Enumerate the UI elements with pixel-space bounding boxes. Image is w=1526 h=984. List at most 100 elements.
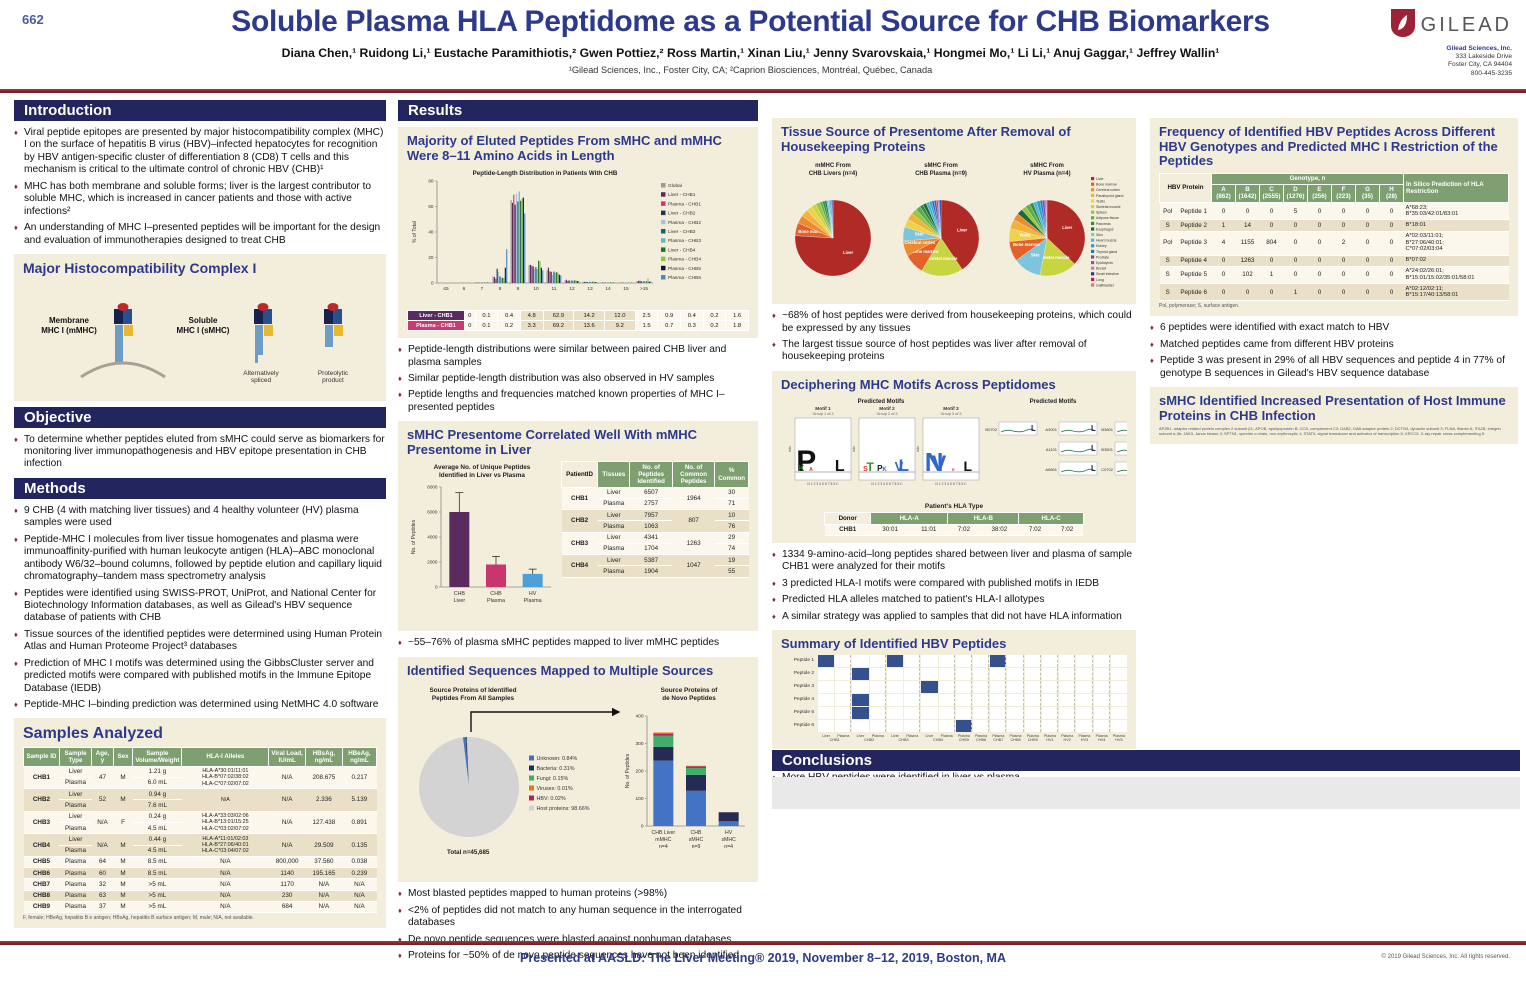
legend-swatch: [529, 795, 534, 801]
hbv-peptide-cell: [1093, 668, 1110, 681]
legend-label: Fungi: 0.15%: [537, 776, 569, 782]
gilead-shield-icon: [1390, 8, 1416, 43]
slice-label: Bone marrow: [1013, 242, 1041, 247]
slice-label: Testis: [1019, 232, 1031, 237]
svg-text:% of Total: % of Total: [412, 221, 418, 243]
peptide-dot: [327, 302, 339, 311]
bar: [571, 280, 573, 284]
bar: [641, 281, 644, 284]
hbv-peptide-cell: [990, 694, 1007, 707]
bar: [610, 282, 612, 284]
legend-label: Plasma - CHB1: [668, 201, 701, 207]
table-row: S Peptide 5 0 102 1 0 0 0 0 0 A*24:02/26:01; B*15:…: [1159, 266, 1509, 285]
hbv-peptide-cell: [1110, 655, 1127, 668]
bullet-item: Peptide 3 was present in 29% of all HBV …: [1150, 355, 1518, 380]
legend-label: Plasma - CHB2: [668, 220, 701, 226]
pie-slice: [419, 737, 519, 838]
hbv-peptide-cell: [972, 720, 990, 733]
motif-letter: P: [877, 464, 883, 473]
hbv-peptide-cell: [990, 668, 1007, 681]
bullet-item: Viral peptide epitopes are presented by …: [14, 127, 386, 177]
legend-swatch: [1091, 205, 1095, 209]
legend-swatch: [1091, 261, 1095, 265]
bar: [587, 282, 590, 284]
bar: [565, 279, 568, 284]
svg-text:L: L: [1091, 464, 1096, 473]
hbv-peptide-cell: [972, 668, 990, 681]
hbv-peptide-hit: [852, 707, 869, 720]
svg-text:Identified in Liver vs Plasma: Identified in Liver vs Plasma: [439, 472, 525, 479]
legend-label: Viruses: 0.01%: [537, 786, 573, 792]
hbv-peptide-cell: [835, 694, 852, 707]
bar: [604, 282, 606, 284]
hbv-peptide-cell: [904, 655, 921, 668]
motif-letter: E: [952, 467, 955, 472]
presentome-table: PatientID Tissues No. of Peptides Identifi…: [560, 461, 749, 578]
grid-tissue-label: Liver: [856, 734, 865, 739]
legend-swatch: [1091, 227, 1095, 231]
conclusions-heading: Conclusions: [772, 750, 1520, 771]
bar: [582, 282, 584, 284]
bullet-item: 9 CHB (4 with matching liver tissues) an…: [14, 505, 386, 530]
mini-logo-label: C0702: [1101, 467, 1114, 472]
svg-text:spliced: spliced: [251, 377, 272, 384]
svg-text:MHC I (sMHC): MHC I (sMHC): [177, 326, 230, 335]
hbv-peptide-cell: [972, 694, 990, 707]
pie-slice: [466, 737, 469, 788]
column-header: Sex: [112, 747, 134, 767]
legend-label: Esophagus: [1096, 227, 1114, 231]
frequency-footnote: Pol, polymerase; S, surface antigen.: [1159, 303, 1240, 310]
hbv-peptide-cell: [1007, 707, 1024, 720]
hbv-peptide-cell: [1110, 720, 1127, 733]
svg-text:bits: bits: [788, 446, 792, 452]
table-row: CHB2 Liver 52 M 0.94 g N/A N/A 2.336 5.139: [23, 788, 377, 812]
hbv-peptide-cell: [921, 668, 938, 681]
grid-sample-label: CHB4: [932, 738, 944, 743]
column-results-left: Results Majority of Eluted Peptides From…: [398, 100, 758, 970]
mini-logo-label: B0702: [985, 427, 997, 432]
legend-label: Plasma - CHB4: [668, 257, 701, 263]
hbv-peptide-hit: [921, 681, 938, 694]
svg-text:Predicted Motifs: Predicted Motifs: [1030, 399, 1077, 405]
bar: [533, 269, 536, 284]
legend-label: Testis: [1096, 199, 1105, 203]
bar: [520, 200, 522, 284]
table-row: Plasma 6.0 mL: [24, 777, 377, 790]
bar: [522, 574, 543, 588]
svg-text:Source Proteins of Identified: Source Proteins of Identified: [430, 687, 517, 694]
hbv-peptide-cell: [869, 655, 886, 668]
table-row: Pol Peptide 3 4 1155 804 0 0 2 0 0 A*02:03/11:01; …: [1159, 231, 1509, 256]
objective-bullets: To determine whether peptides eluted fro…: [14, 434, 386, 471]
hbv-peptide-cell: [904, 668, 921, 681]
peptide-dot: [257, 302, 269, 311]
bar: [502, 277, 504, 284]
bar: [536, 269, 538, 284]
legend-label: Gallbladder: [1096, 283, 1115, 287]
samples-footnote: F, female; HBeAg, hepatitis B e antigen;…: [23, 915, 254, 922]
svg-text:10: 10: [533, 286, 539, 292]
bullet-item: <2% of peptides did not match to any hum…: [398, 905, 758, 930]
gilead-address: Gilead Sciences, Inc. 333 Lakeside Drive…: [1446, 45, 1512, 77]
hbv-peptide-hit: [818, 655, 835, 668]
mhc-alpha1-domain: [324, 308, 333, 324]
table-row: CHB3 Liver 4341 1263 29: [561, 532, 749, 556]
pie-slice: [465, 737, 469, 788]
grid-tissue-label: Plasma: [957, 734, 970, 739]
bar: [607, 282, 609, 284]
grid-tissue-label: Liver: [891, 734, 899, 739]
hbv-peptide-cell: [1007, 668, 1024, 681]
cell-membrane-arc: [80, 361, 166, 378]
hbv-peptide-cell: [1024, 720, 1041, 733]
bar: [647, 278, 649, 284]
stacked-bar-segment: [653, 733, 674, 737]
table-row: CHB5 Plasma 64 M 8.5 mL N/A 800,000 37.560 0.038: [23, 856, 377, 869]
samples-analyzed-panel: Samples Analyzed Sample ID Sample Type Age…: [14, 718, 386, 929]
bar: [567, 281, 569, 284]
svg-text:Motif 2: Motif 2: [879, 406, 895, 412]
grid-row-label: Peptide 6: [793, 723, 814, 729]
hbv-summary-panel: Summary of Identified HBV Peptides Pepti…: [772, 629, 1136, 750]
pie-slice: [921, 237, 963, 277]
column-header: Age, y: [91, 747, 114, 767]
svg-text:≤5: ≤5: [443, 286, 449, 292]
mini-logo-label: A1101: [1046, 447, 1058, 452]
